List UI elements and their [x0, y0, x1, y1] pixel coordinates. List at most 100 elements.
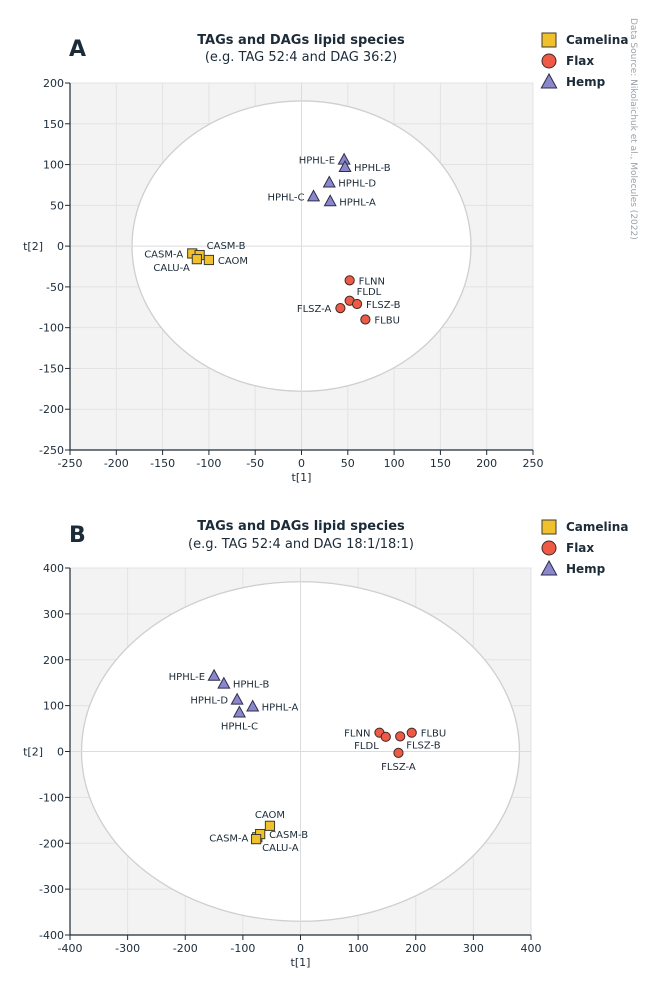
y-tick-label: -100	[39, 791, 64, 804]
point-label-hphl-d: HPHL-D	[338, 178, 376, 189]
y-tick-label: -50	[46, 281, 64, 294]
point-label-calu-a: CALU-A	[262, 843, 299, 854]
y-axis-label-b: t[2]	[23, 746, 43, 759]
y-tick-label: -200	[39, 837, 64, 850]
point-caom	[203, 254, 215, 266]
y-axis-label-a: t[2]	[23, 240, 43, 253]
x-tick-label: 250	[523, 457, 544, 470]
y-tick-label: -300	[39, 883, 64, 896]
point-caom	[264, 820, 276, 831]
point-flsz-a	[393, 747, 404, 758]
y-tick-label: 100	[43, 159, 64, 172]
point-hphl-b	[338, 159, 352, 172]
point-label-flsz-b: FLSZ-B	[366, 300, 401, 311]
point-label-flnn: FLNN	[344, 729, 370, 740]
point-label-flbu: FLBU	[374, 316, 400, 327]
legend-marker-camelina	[541, 32, 557, 48]
legend-label-flax: Flax	[566, 541, 594, 555]
point-hphl-c	[306, 189, 321, 202]
x-tick-label: -200	[173, 942, 198, 955]
y-tick-label: 150	[43, 118, 64, 131]
point-label-casm-b: CASM-B	[207, 241, 246, 252]
x-tick-label: -50	[246, 457, 264, 470]
y-tick-label: 200	[43, 77, 64, 90]
y-tick-label: 400	[43, 562, 64, 575]
y-tick-label: -150	[39, 362, 64, 375]
scatter-chart-a: A TAGs and DAGs lipid species (e.g. TAG 52…	[23, 33, 543, 484]
point-label-flbu: FLBU	[421, 729, 447, 740]
point-label-flsz-b: FLSZ-B	[406, 740, 441, 751]
legend-marker-hemp	[540, 559, 558, 576]
point-label-hphl-c: HPHL-C	[221, 722, 258, 733]
legend-marker-flax	[541, 540, 557, 556]
point-label-casm-a: CASM-A	[144, 249, 183, 260]
x-tick-label: -100	[196, 457, 221, 470]
source-note: Data Source: Nikolaichuk et al., Molecul…	[628, 18, 638, 240]
x-axis-label-a: t[1]	[292, 471, 312, 484]
point-fldl	[380, 731, 391, 742]
point-label-flnn: FLNN	[359, 276, 385, 287]
y-tick-label: -250	[39, 444, 64, 457]
x-tick-label: -100	[230, 942, 255, 955]
point-label-hphl-e: HPHL-E	[169, 672, 205, 683]
point-label-hphl-d: HPHL-D	[190, 696, 228, 707]
point-label-calu-a: CALU-A	[153, 263, 190, 274]
point-flsz-b	[351, 298, 363, 310]
x-tick-label: 100	[384, 457, 405, 470]
y-tick-label: -400	[39, 929, 64, 942]
y-tick-label: 0	[57, 240, 64, 253]
x-tick-label: 0	[297, 942, 304, 955]
point-flsz-b	[395, 731, 406, 742]
x-tick-label: 50	[341, 457, 355, 470]
point-label-hphl-b: HPHL-B	[354, 163, 391, 174]
x-tick-label: 200	[476, 457, 497, 470]
point-label-hphl-c: HPHL-C	[267, 192, 304, 203]
y-tick-label: 0	[57, 746, 64, 759]
x-tick-label: 0	[298, 457, 305, 470]
point-label-fldl: FLDL	[354, 741, 379, 752]
scatter-chart-b: B TAGs and DAGs lipid species (e.g. TAG 52…	[23, 519, 541, 969]
point-hphl-e	[207, 668, 221, 681]
point-hphl-a	[323, 194, 337, 207]
point-flnn	[344, 275, 355, 286]
x-tick-label: -400	[58, 942, 83, 955]
point-label-hphl-a: HPHL-A	[262, 703, 299, 714]
chart-title-b: TAGs and DAGs lipid species	[197, 519, 405, 534]
point-flbu	[406, 727, 417, 738]
legend-marker-camelina	[541, 519, 557, 535]
point-label-hphl-b: HPHL-B	[233, 680, 270, 691]
legend-label-hemp: Hemp	[566, 562, 606, 576]
y-tick-label: 300	[43, 608, 64, 621]
x-tick-label: -250	[58, 457, 83, 470]
point-hphl-a	[246, 699, 260, 712]
panel-letter-b: B	[69, 523, 86, 548]
point-calu-a	[191, 254, 202, 265]
point-label-flsz-a: FLSZ-A	[297, 304, 332, 315]
legend-marker-hemp	[540, 72, 558, 89]
x-tick-label: 150	[430, 457, 451, 470]
x-axis-label-b: t[1]	[291, 956, 311, 969]
y-tick-label: 100	[43, 700, 64, 713]
point-label-hphl-a: HPHL-A	[339, 197, 376, 208]
point-label-caom: CAOM	[255, 810, 285, 821]
chart-subtitle-a: (e.g. TAG 52:4 and DAG 36:2)	[205, 50, 397, 65]
legend-label-camelina: Camelina	[566, 520, 628, 534]
x-tick-label: 400	[521, 942, 542, 955]
x-tick-label: 200	[405, 942, 426, 955]
point-label-hphl-e: HPHL-E	[299, 156, 335, 167]
legend-panel-b: Camelina Flax Hemp	[540, 519, 628, 576]
point-flbu	[360, 314, 371, 325]
x-tick-label: 300	[463, 942, 484, 955]
point-label-flsz-a: FLSZ-A	[381, 762, 416, 773]
y-tick-label: -200	[39, 403, 64, 416]
point-flsz-a	[335, 302, 346, 314]
legend-label-flax: Flax	[566, 54, 594, 68]
y-tick-label: 50	[50, 199, 64, 212]
point-label-casm-a: CASM-A	[209, 833, 248, 844]
point-hphl-d	[322, 175, 336, 188]
point-label-casm-b: CASM-B	[269, 830, 308, 841]
panel-letter-a: A	[69, 37, 86, 62]
point-label-fldl: FLDL	[357, 287, 382, 298]
legend-marker-flax	[541, 53, 557, 69]
